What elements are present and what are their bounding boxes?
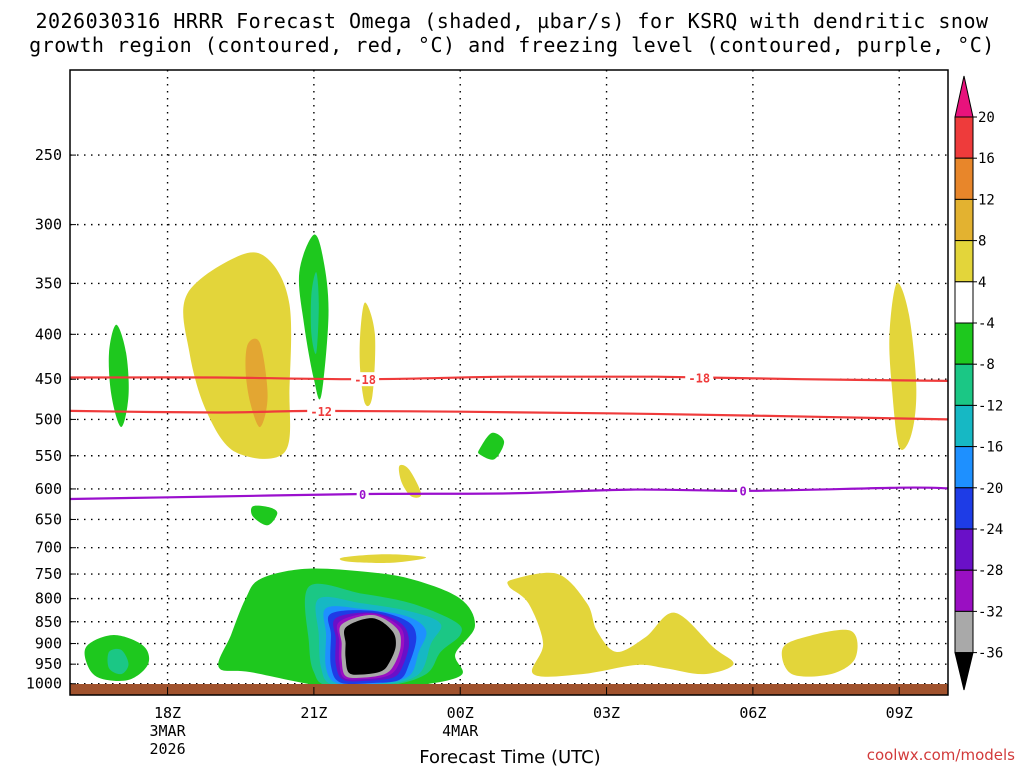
omega-region bbox=[310, 272, 319, 354]
contour-label: -12 bbox=[310, 405, 332, 419]
omega-region bbox=[398, 464, 422, 498]
colorbar-bottom-arrow bbox=[954, 652, 974, 691]
omega-region bbox=[889, 282, 917, 450]
colorbar-segment bbox=[954, 446, 974, 489]
y-tick-label: 450 bbox=[35, 370, 62, 388]
y-tick-label: 600 bbox=[35, 480, 62, 498]
y-tick-label: 350 bbox=[35, 274, 62, 292]
chart-title-line2: growth region (contoured, red, °C) and f… bbox=[29, 33, 995, 57]
chart-title-line1: 2026030316 HRRR Forecast Omega (shaded, … bbox=[35, 9, 989, 33]
contour-label: -18 bbox=[354, 373, 376, 387]
x-tick-label: 21Z bbox=[300, 704, 327, 722]
colorbar-segment bbox=[954, 198, 974, 242]
colorbar-label: -32 bbox=[978, 604, 1003, 620]
y-tick-label: 550 bbox=[35, 447, 62, 465]
y-tick-label: 850 bbox=[35, 613, 62, 631]
x-tick-date: 3MAR bbox=[149, 722, 186, 740]
ground-surface-bar bbox=[70, 684, 948, 695]
contour-label-bg bbox=[307, 403, 336, 418]
colorbar-label: -36 bbox=[978, 646, 1003, 662]
colorbar-label: -24 bbox=[978, 522, 1003, 538]
colorbar-label: 8 bbox=[978, 234, 986, 250]
colorbar-top-arrow bbox=[954, 75, 974, 118]
contour-label: 0 bbox=[740, 485, 747, 499]
y-tick-label: 800 bbox=[35, 590, 62, 608]
contour-labels: -18 -18 -12 0 0 bbox=[307, 370, 750, 502]
colorbar-label: -16 bbox=[978, 440, 1003, 456]
colorbar-segment bbox=[954, 363, 974, 406]
contour-freezing-0 bbox=[70, 486, 948, 501]
y-tick-label: 300 bbox=[35, 216, 62, 234]
omega-region bbox=[507, 572, 734, 677]
x-tick-date: 4MAR bbox=[442, 722, 479, 740]
plot-frame bbox=[69, 69, 949, 696]
colorbar-segment bbox=[954, 322, 974, 365]
colorbar-segment bbox=[954, 240, 974, 283]
colorbar-label: 20 bbox=[978, 110, 995, 126]
contour-label: 0 bbox=[359, 488, 366, 502]
omega-region bbox=[108, 324, 129, 427]
omega-region bbox=[339, 554, 427, 563]
contour-label-bg bbox=[351, 372, 380, 387]
temperature-contours bbox=[70, 375, 948, 501]
y-tick-label: 1000 bbox=[26, 675, 62, 693]
x-tick-label: 06Z bbox=[739, 704, 766, 722]
contour-label: -18 bbox=[688, 371, 710, 385]
y-tick-label: 950 bbox=[35, 655, 62, 673]
x-tick-label: 09Z bbox=[886, 704, 913, 722]
colorbar-label: -12 bbox=[978, 398, 1003, 414]
colorbar-segment bbox=[954, 610, 974, 654]
colorbar-label: -4 bbox=[978, 316, 995, 332]
contour-label-bg bbox=[737, 483, 750, 498]
colorbar-label: 12 bbox=[978, 192, 995, 208]
omega-region bbox=[343, 618, 396, 675]
colorbar-segment bbox=[954, 404, 974, 448]
colorbar-segment bbox=[954, 116, 974, 159]
omega-region bbox=[781, 629, 858, 677]
contour-dgz-minus18 bbox=[70, 375, 948, 382]
credit-text: coolwx.com/models bbox=[867, 746, 1015, 764]
omega-region bbox=[107, 648, 129, 675]
colorbar-segment bbox=[954, 528, 974, 571]
colorbar-segment bbox=[954, 569, 974, 612]
y-tick-label: 500 bbox=[35, 410, 62, 428]
x-tick-year: 2026 bbox=[149, 740, 185, 758]
colorbar-label: -20 bbox=[978, 481, 1003, 497]
omega-region bbox=[478, 432, 505, 460]
x-axis-label: Forecast Time (UTC) bbox=[419, 747, 600, 768]
colorbar-label: -8 bbox=[978, 357, 995, 373]
contour-label-bg bbox=[356, 486, 369, 501]
colorbar-segment bbox=[954, 487, 974, 530]
y-tick-label: 750 bbox=[35, 565, 62, 583]
y-tick-label: 700 bbox=[35, 539, 62, 557]
x-tick-label: 03Z bbox=[593, 704, 620, 722]
colorbar-label: 4 bbox=[978, 275, 986, 291]
colorbar-segment bbox=[954, 281, 974, 324]
colorbar-segment bbox=[954, 157, 974, 200]
y-axis-ticks: 250 300 350 400 450 500 550 600 650 700 750 800 850 9… bbox=[26, 146, 76, 693]
contour-dgz-minus12 bbox=[70, 409, 948, 421]
colorbar-label: -28 bbox=[978, 563, 1003, 579]
y-tick-label: 250 bbox=[35, 146, 62, 164]
y-tick-label: 400 bbox=[35, 325, 62, 343]
omega-region bbox=[245, 338, 268, 428]
colorbar: 20 16 12 8 4 -4 -8 -12 -16 -20 -24 -28 -32 -36 bbox=[954, 75, 1003, 691]
x-tick-label: 18Z bbox=[154, 704, 181, 722]
colorbar-label: 16 bbox=[978, 151, 995, 167]
x-tick-label: 00Z bbox=[447, 704, 474, 722]
y-tick-label: 900 bbox=[35, 635, 62, 653]
y-tick-label: 650 bbox=[35, 510, 62, 528]
contour-label-bg bbox=[685, 370, 714, 385]
omega-region bbox=[250, 505, 278, 526]
